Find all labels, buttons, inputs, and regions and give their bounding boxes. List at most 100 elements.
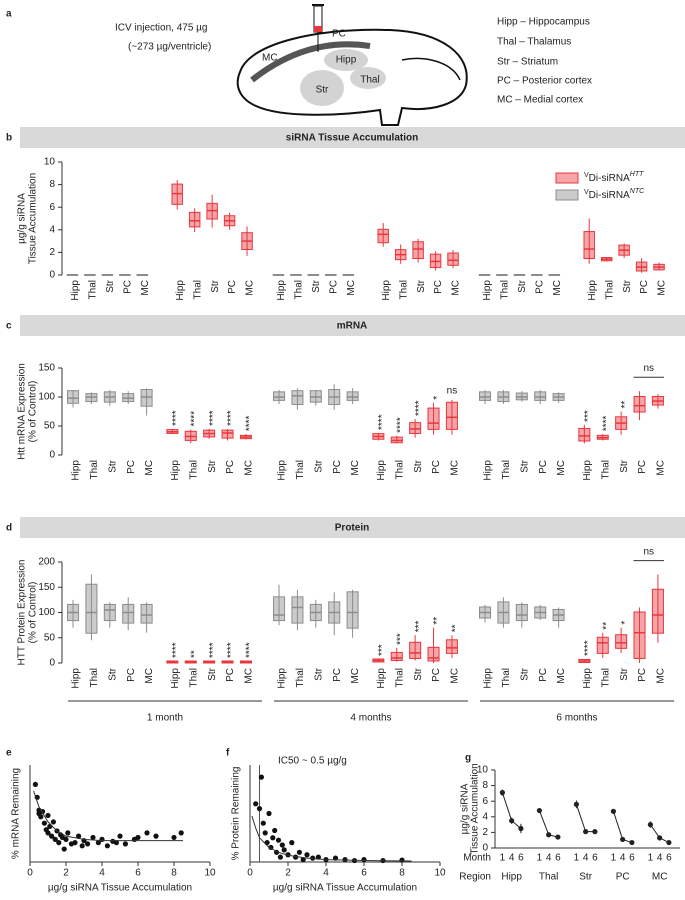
region-label: MC xyxy=(346,280,357,296)
region-label: Thal xyxy=(394,460,405,479)
header-band xyxy=(20,517,685,538)
region-label: MC xyxy=(656,460,667,476)
significance: *** xyxy=(377,644,388,656)
str-region xyxy=(300,70,344,106)
group-label: 1 month xyxy=(147,713,183,724)
box xyxy=(85,583,98,634)
legend-entry: Thal – Thalamus xyxy=(497,37,571,48)
y-tick-label: 100 xyxy=(38,392,55,403)
point xyxy=(592,829,598,835)
region-label: MC xyxy=(244,668,255,684)
cortex-band xyxy=(250,41,371,83)
point xyxy=(546,832,552,838)
region-label: PC xyxy=(538,668,549,682)
legend-entry: Hipp – Hippocampus xyxy=(497,17,590,28)
brain-label: Hipp xyxy=(336,55,357,66)
legend-name: Di-siRNA xyxy=(589,173,630,184)
point xyxy=(264,840,270,846)
significance: ** xyxy=(432,617,443,625)
hipp-region xyxy=(324,49,368,71)
point xyxy=(620,836,626,843)
region-label: Hipp xyxy=(483,668,494,689)
region-label: Str xyxy=(107,459,118,472)
box xyxy=(596,636,609,654)
y-tick-label: 50 xyxy=(44,421,56,432)
region-label: Hipp xyxy=(277,460,288,481)
box xyxy=(633,396,646,413)
month-label: 6 xyxy=(666,853,672,864)
region-label: MC xyxy=(450,460,461,476)
month-label: 4 xyxy=(546,853,552,864)
box xyxy=(140,389,153,407)
region-label: Str xyxy=(579,872,592,883)
header-band xyxy=(20,127,685,148)
region-label: MC xyxy=(556,668,567,684)
box xyxy=(291,390,304,405)
region-label: PC xyxy=(227,280,238,294)
box xyxy=(515,603,528,622)
region-label: MC xyxy=(350,668,361,684)
month-label: 6 xyxy=(518,853,524,864)
header-band xyxy=(20,315,685,336)
month-label: 4 xyxy=(509,853,515,864)
legend-entry: Str – Striatum xyxy=(497,57,558,68)
month-label: 1 xyxy=(611,853,617,864)
point xyxy=(399,857,405,863)
y-tick-label: 4 xyxy=(49,224,55,235)
region-label: Str xyxy=(622,279,633,292)
y-tick-label: 0 xyxy=(482,843,488,854)
significance: **** xyxy=(226,642,237,658)
point xyxy=(65,830,71,836)
x-tick-label: 10 xyxy=(204,868,216,879)
point xyxy=(277,854,283,860)
box xyxy=(651,588,664,634)
region-label: Hipp xyxy=(170,460,181,481)
month-label: 1 xyxy=(574,853,580,864)
significance: **** xyxy=(208,642,219,658)
region-label: Hipp xyxy=(170,668,181,689)
box xyxy=(445,401,458,430)
region-label: Thal xyxy=(188,668,199,687)
panel-label: g xyxy=(465,753,471,764)
box xyxy=(578,427,591,442)
point xyxy=(272,827,278,834)
region-label: PC xyxy=(332,668,343,682)
region-label: MC xyxy=(652,872,668,883)
point xyxy=(536,807,543,814)
point xyxy=(555,834,561,840)
point xyxy=(85,841,91,847)
brain-label: Thal xyxy=(360,75,379,86)
bracket-label: ns xyxy=(643,546,654,557)
region-label: Hipp xyxy=(381,280,392,301)
significance: **** xyxy=(226,410,237,426)
region-label: Thal xyxy=(501,460,512,479)
region-label: MC xyxy=(144,460,155,476)
y-axis-label: % mRNA Remaining xyxy=(11,768,22,859)
box xyxy=(103,603,116,622)
point xyxy=(63,836,69,842)
region-label: Thal xyxy=(295,460,306,479)
region-label: MC xyxy=(656,668,667,684)
y-tick-label: 6 xyxy=(482,796,488,807)
panel-label: c xyxy=(6,321,12,332)
y-tick-label: 50 xyxy=(44,632,56,643)
region-label: PC xyxy=(637,668,648,682)
x-tick-label: 2 xyxy=(63,868,69,879)
point xyxy=(178,830,184,836)
legend-swatch xyxy=(555,172,579,184)
point xyxy=(573,801,580,807)
point xyxy=(41,820,48,826)
box xyxy=(377,228,389,244)
point xyxy=(583,829,589,835)
box xyxy=(534,391,547,401)
region-label: Thal xyxy=(294,280,305,299)
region-label: Hipp xyxy=(483,460,494,481)
thal-region xyxy=(350,67,386,89)
brain-diagram: PC MC Hipp Thal Str xyxy=(236,4,468,126)
region-label: PC xyxy=(616,872,630,883)
box xyxy=(273,391,286,401)
point xyxy=(610,808,617,814)
y-tick-label: 4 xyxy=(482,811,488,822)
region-label: Hipp xyxy=(70,280,81,301)
x-axis-label: µg/g siRNA Tissue Accumulation xyxy=(48,883,192,894)
